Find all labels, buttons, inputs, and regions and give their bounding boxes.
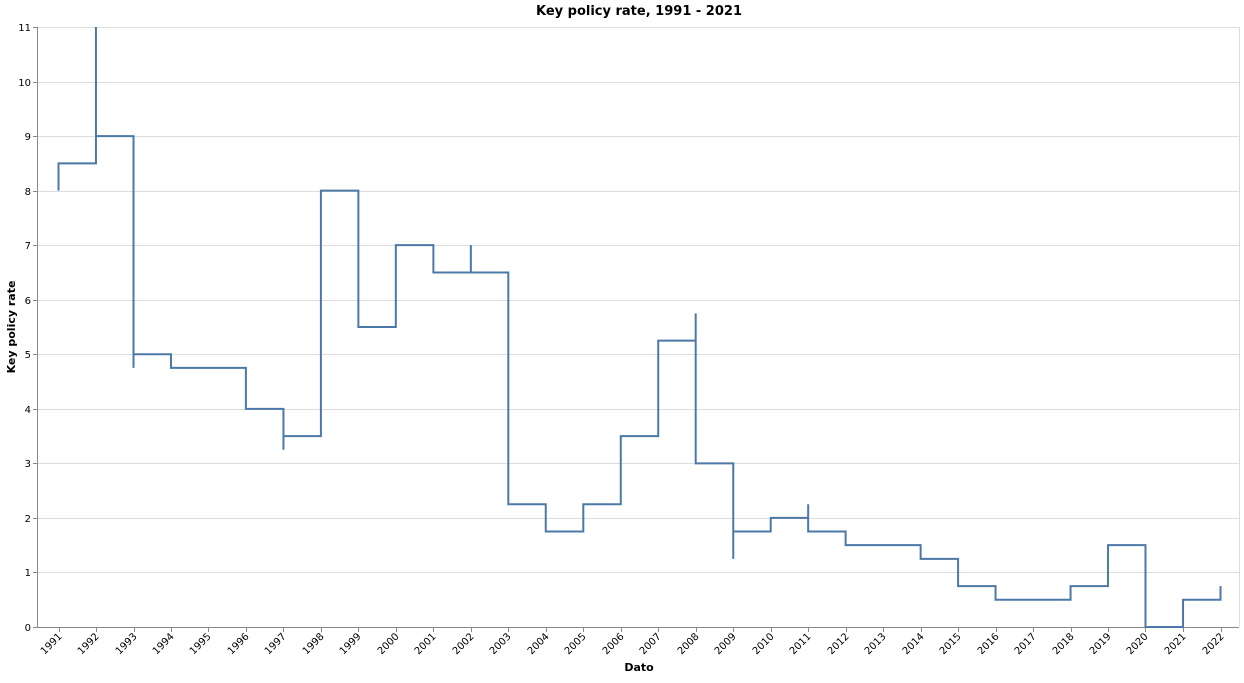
x-tick-label: 1994 — [151, 631, 177, 657]
x-tick-label: 2022 — [1201, 631, 1227, 657]
x-tick-label: 2000 — [376, 631, 402, 657]
x-tick-label: 1993 — [114, 631, 140, 657]
x-tick-label: 2021 — [1163, 631, 1189, 657]
axis-layer: 0 1 2 3 4 5 6 7 8 9 10 11 1991 1992 1993 1994 1995 1996 19… — [18, 23, 1239, 657]
x-tick-label: 2006 — [601, 631, 627, 657]
y-tick-label: 2 — [25, 514, 31, 525]
x-tick-label: 2013 — [863, 631, 889, 657]
x-tick-label: 2005 — [563, 631, 589, 657]
x-tick-label: 2016 — [976, 631, 1002, 657]
x-tick-label: 2012 — [826, 631, 852, 657]
y-tick-label: 4 — [25, 405, 31, 416]
x-tick-label: 2001 — [413, 631, 439, 657]
y-tick-label: 10 — [18, 78, 31, 89]
x-tick-label: 2011 — [788, 631, 814, 657]
x-tick-label: 1997 — [263, 631, 289, 657]
y-tick-label: 1 — [25, 568, 31, 579]
y-tick-label: 11 — [18, 23, 31, 34]
series-layer — [57, 27, 1222, 628]
y-tick-label: 7 — [25, 241, 31, 252]
x-tick-label: 1999 — [338, 631, 364, 657]
x-tick-label: 1995 — [188, 631, 214, 657]
x-tick-label: 2017 — [1013, 631, 1039, 657]
x-tick-label: 2002 — [451, 631, 477, 657]
x-tick-label: 1991 — [39, 631, 65, 657]
x-axis-title: Dato — [624, 661, 654, 674]
y-tick-label: 8 — [25, 187, 31, 198]
x-tick-label: 2020 — [1125, 631, 1151, 657]
y-tick-label: 3 — [25, 459, 31, 470]
x-tick-label: 2008 — [676, 631, 702, 657]
x-tick-label: 2004 — [526, 631, 552, 657]
y-axis-title: Key policy rate — [5, 281, 18, 374]
x-tick-label: 2014 — [901, 631, 927, 657]
x-tick-label: 2003 — [488, 631, 514, 657]
x-tick-label: 2010 — [751, 631, 777, 657]
x-tick-label: 2015 — [938, 631, 964, 657]
x-tick-label: 1996 — [226, 631, 252, 657]
series-line — [57, 27, 1222, 628]
y-tick-label: 6 — [25, 296, 31, 307]
x-tick-label: 1992 — [76, 631, 102, 657]
y-tick-label: 0 — [25, 623, 31, 634]
x-tick-label: 2007 — [638, 631, 664, 657]
x-tick-label: 1998 — [301, 631, 327, 657]
grid-layer — [38, 27, 1240, 628]
x-tick-label: 2019 — [1088, 631, 1114, 657]
chart-title: Key policy rate, 1991 - 2021 — [536, 4, 742, 19]
x-tick-label: 2018 — [1051, 631, 1077, 657]
x-tick-label: 2009 — [713, 631, 739, 657]
y-tick-label: 5 — [25, 350, 31, 361]
y-tick-label: 9 — [25, 132, 31, 143]
